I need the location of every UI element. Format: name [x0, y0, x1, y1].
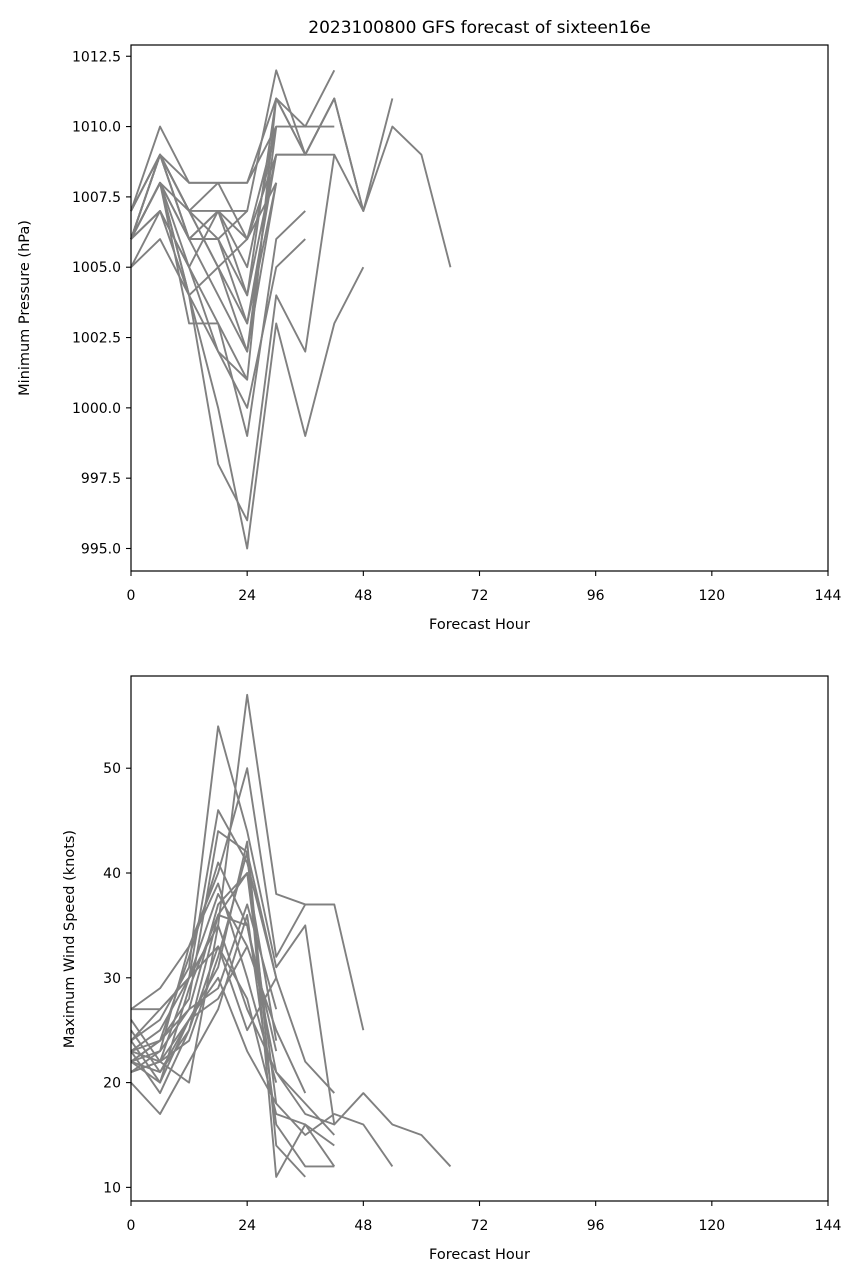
wind-x-tick-label: 48: [354, 1218, 372, 1234]
wind-series-line-17: [130, 903, 278, 1063]
pressure-x-tick-label: 24: [238, 588, 256, 604]
wind-series-line-12: [130, 893, 307, 1094]
wind-series-line-19: [130, 976, 278, 1105]
wind-x-tick-label: 24: [238, 1218, 256, 1234]
wind-x-tick-label: 144: [815, 1218, 842, 1234]
pressure-x-tick-label: 0: [127, 588, 136, 604]
pressure-series-line-17: [130, 181, 278, 269]
pressure-chart-panel: 2023100800 GFS forecast of sixteen16e 0 2…: [17, 18, 841, 633]
pressure-y-tick-label: 1002.5: [72, 331, 121, 347]
pressure-y-tick-label: 1000.0: [72, 401, 121, 417]
wind-series-line-3: [130, 725, 336, 1125]
wind-chart-panel: 0 24 48 72 96 120 144 10 20 30 40 50 Forecast Hour…: [62, 675, 842, 1263]
wind-y-tick-label: 40: [103, 866, 121, 882]
wind-x-tick-label: 0: [127, 1218, 136, 1234]
pressure-series-line-9: [130, 181, 306, 437]
pressure-y-ticks: 995.0 997.5 1000.0 1002.5 1005.0 1007.5 1010.0…: [72, 49, 131, 557]
wind-y-tick-label: 20: [103, 1076, 121, 1092]
pressure-y-tick-label: 995.0: [81, 541, 121, 557]
wind-series-line-8: [130, 913, 335, 1168]
chart-title: 2023100800 GFS forecast of sixteen16e: [308, 18, 650, 38]
wind-x-axis-label: Forecast Hour: [429, 1247, 530, 1263]
pressure-x-ticks: 0 24 48 72 96 120 144: [127, 571, 842, 604]
pressure-y-tick-label: 1005.0: [72, 260, 121, 276]
wind-y-tick-label: 30: [103, 971, 121, 987]
pressure-series-line-8: [130, 154, 336, 522]
pressure-x-tick-label: 96: [587, 588, 605, 604]
pressure-y-tick-label: 997.5: [81, 471, 121, 487]
pressure-x-tick-label: 72: [471, 588, 489, 604]
wind-x-tick-label: 96: [587, 1218, 605, 1234]
pressure-x-tick-label: 120: [698, 588, 725, 604]
wind-y-tick-label: 10: [103, 1180, 121, 1196]
pressure-y-axis-label: Minimum Pressure (hPa): [17, 220, 33, 396]
wind-y-tick-label: 50: [103, 761, 121, 777]
wind-series-line-4: [130, 809, 335, 1094]
wind-x-tick-label: 120: [698, 1218, 725, 1234]
pressure-y-tick-label: 1012.5: [72, 49, 121, 65]
pressure-x-axis-label: Forecast Hour: [429, 617, 530, 633]
wind-series-line-20: [130, 945, 249, 1063]
wind-series-line-18: [130, 945, 278, 1063]
wind-series-group: [130, 693, 452, 1178]
wind-series-line-11: [130, 924, 335, 1136]
pressure-y-tick-label: 1010.0: [72, 120, 121, 136]
pressure-y-tick-label: 1007.5: [72, 190, 121, 206]
wind-series-line-2: [130, 767, 365, 1031]
pressure-series-line-16: [130, 126, 278, 297]
wind-series-line-16: [130, 913, 278, 1074]
pressure-series-line-12: [130, 153, 306, 241]
wind-x-ticks: 0 24 48 72 96 120 144: [127, 1201, 842, 1234]
wind-x-tick-label: 72: [471, 1218, 489, 1234]
wind-series-line-14: [130, 872, 278, 1084]
wind-y-axis-label: Maximum Wind Speed (knots): [62, 830, 78, 1048]
pressure-series-line-20: [130, 153, 248, 241]
pressure-series-line-19: [130, 210, 249, 381]
pressure-x-tick-label: 48: [354, 588, 372, 604]
wind-series-line-5: [130, 861, 452, 1168]
pressure-series-group: [130, 69, 452, 550]
pressure-x-tick-label: 144: [815, 588, 842, 604]
wind-y-ticks: 10 20 30 40 50: [103, 761, 131, 1196]
